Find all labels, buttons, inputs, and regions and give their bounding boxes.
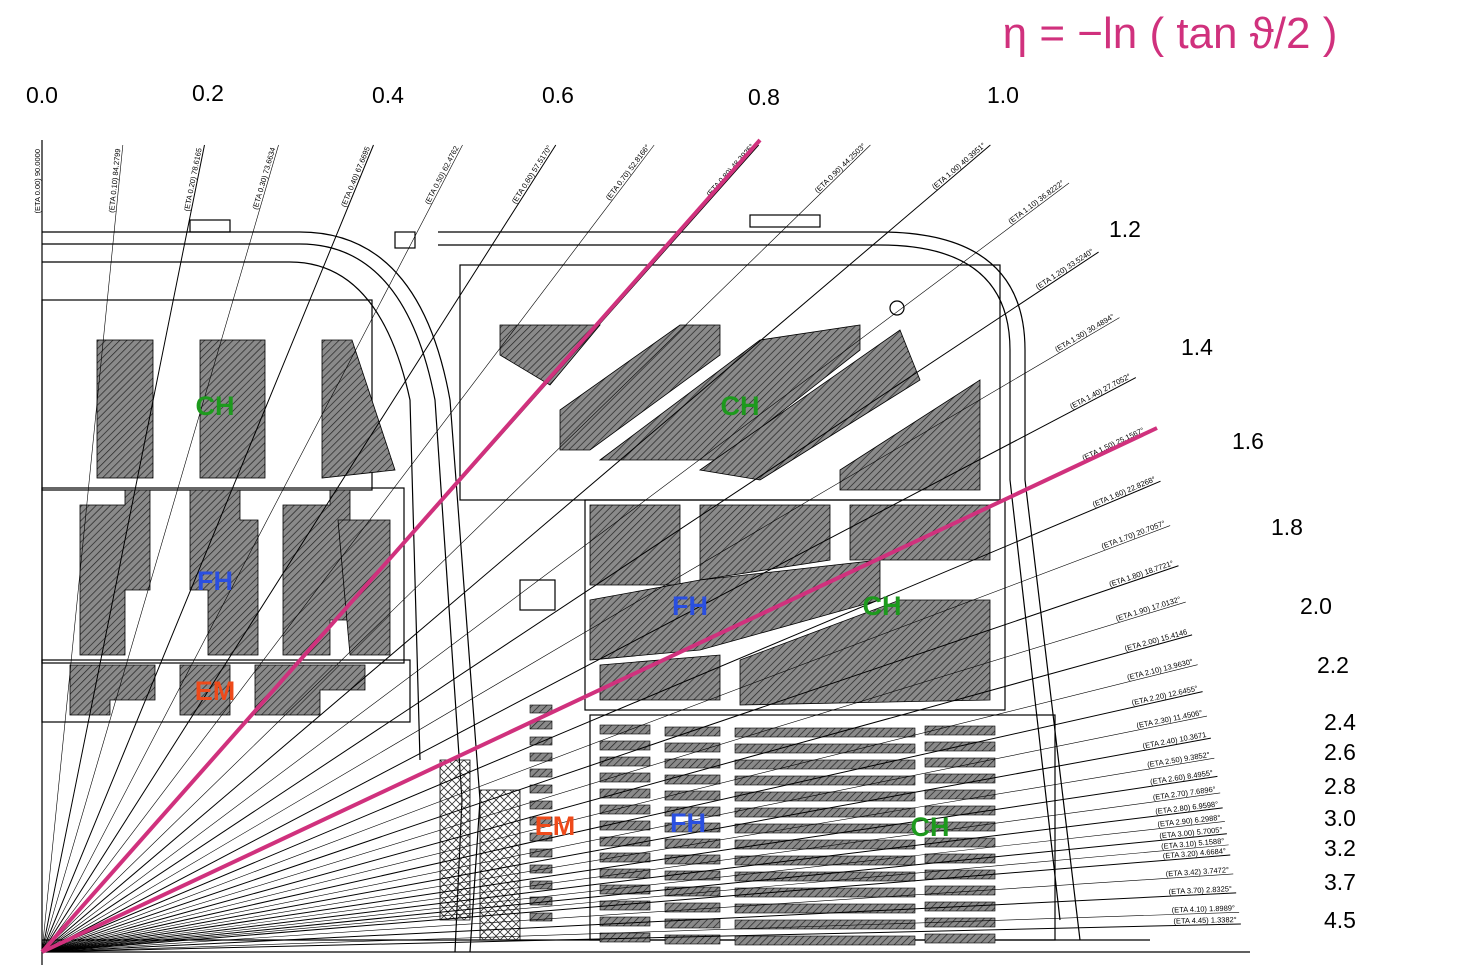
- region-label: CH: [911, 812, 950, 842]
- eta-line-label: (ETA 1.50) 25.1567°: [1081, 426, 1146, 463]
- layer: [530, 865, 552, 873]
- eta-scale-label: 3.2: [1324, 835, 1356, 861]
- layer: [735, 888, 915, 897]
- eta-scale-label: 4.5: [1324, 907, 1356, 933]
- layer: [600, 741, 650, 750]
- region-label: CH: [863, 591, 902, 621]
- layer: [735, 904, 915, 913]
- eta-line: [42, 924, 1241, 952]
- eta-line-label: (ETA 0.30) 73.6634: [251, 146, 278, 210]
- region-label: CH: [721, 391, 760, 421]
- layer: [735, 920, 915, 929]
- layer: [735, 760, 915, 769]
- eta-line-label: (ETA 0.20) 78.6165: [182, 147, 204, 212]
- eta-line-label: (ETA 2.60) 8.4955°: [1150, 768, 1214, 786]
- eta-line-label: (ETA 1.70) 20.7057°: [1100, 519, 1166, 551]
- eta-scale-label: 2.0: [1300, 593, 1332, 619]
- eta-line-label: (ETA 2.40) 10.3671: [1142, 730, 1207, 750]
- eta-scale-label: 3.0: [1324, 805, 1356, 831]
- layer: [665, 775, 720, 784]
- eta-scale-label: 3.7: [1324, 869, 1356, 895]
- eta-scale-label: 2.6: [1324, 739, 1356, 765]
- eta-scale-label: 1.2: [1109, 216, 1141, 242]
- eta-scale-label: 0.0: [26, 82, 58, 108]
- eta-line-label: (ETA 1.00) 40.3951°: [930, 141, 987, 192]
- eta-line-label: (ETA 1.10) 36.8222°: [1006, 178, 1065, 226]
- layer: [530, 785, 552, 793]
- layer: [530, 881, 552, 889]
- eta-line-label: (ETA 0.90) 44.2503°: [813, 141, 868, 195]
- eta-line-label: (ETA 1.20) 33.5240°: [1034, 247, 1095, 292]
- eta-line-label: (ETA 1.30) 30.4894°: [1053, 312, 1116, 354]
- eta-scale-label: 0.4: [372, 82, 404, 108]
- region-label: EM: [195, 676, 236, 706]
- eta-line-label: (ETA 1.40) 27.7052°: [1068, 371, 1132, 410]
- eta-line-label: (ETA 0.10) 84.2799: [107, 148, 122, 213]
- eta-scale-label: 2.4: [1324, 709, 1356, 735]
- eta-scale-label: 1.8: [1271, 514, 1303, 540]
- layer: [735, 744, 915, 753]
- eta-line-label: (ETA 0.60) 57.5170°: [510, 144, 554, 206]
- layer: [735, 808, 915, 817]
- formula: η = −ln ( tan ϑ/2 ): [1003, 9, 1338, 58]
- eta-line-label: (ETA 4.45) 1.3382°: [1173, 915, 1237, 925]
- eta-scale-label: 1.4: [1181, 334, 1213, 360]
- eta-line-label: (ETA 2.70) 7.6896°: [1152, 785, 1216, 802]
- layer: [665, 743, 720, 752]
- diagram: (ETA 0.00) 90.0000 (ETA 0.10) 84.2799 (ETA…: [0, 0, 1482, 972]
- layer: [665, 759, 720, 768]
- layer: [925, 854, 995, 863]
- layer: [600, 805, 650, 814]
- layer: [600, 853, 650, 862]
- eta-line-label: (ETA 0.40) 67.6695: [339, 145, 372, 208]
- region-label: CH: [196, 391, 235, 421]
- layer: [925, 790, 995, 799]
- layer: [600, 757, 650, 766]
- layer: [600, 789, 650, 798]
- eta-scale-label: 2.2: [1317, 652, 1349, 678]
- region-label: FH: [672, 591, 708, 621]
- layer: [735, 936, 915, 945]
- eta-line-label: (ETA 3.70) 2.8325°: [1168, 884, 1232, 896]
- eta-line-label: (ETA 1.80) 18.7721°: [1108, 558, 1175, 588]
- eta-line-label: (ETA 0.50) 62.4762: [423, 144, 461, 205]
- layer: [925, 934, 995, 943]
- eta-line-label: (ETA 2.10) 13.9630°: [1126, 657, 1194, 682]
- eta-scale-label: 0.6: [542, 82, 574, 108]
- eta-line-label: (ETA 0.00) 90.0000: [33, 149, 42, 214]
- region-label: EM: [535, 811, 576, 841]
- layer: [925, 758, 995, 767]
- layer: [665, 839, 720, 848]
- eta-line-label: (ETA 1.90) 17.0132°: [1115, 595, 1182, 623]
- layer: [600, 773, 650, 782]
- layer: [530, 753, 552, 761]
- layer: [665, 855, 720, 864]
- eta-line-label: (ETA 1.60) 22.8268°: [1091, 474, 1157, 508]
- region-label: FH: [197, 566, 233, 596]
- layer: [665, 791, 720, 800]
- layer: [925, 774, 995, 783]
- layer: [600, 725, 650, 734]
- region-label: FH: [670, 808, 706, 838]
- layer: [600, 837, 650, 846]
- layer: [530, 801, 552, 809]
- eta-line: [42, 145, 204, 952]
- layer: [600, 917, 650, 926]
- eta-scale-label: 0.2: [192, 80, 224, 106]
- eta-line-label: (ETA 2.00) 15.4146: [1124, 627, 1189, 653]
- eta-line-label: (ETA 2.50) 9.3852°: [1146, 750, 1210, 769]
- eta-scale-label: 1.0: [987, 82, 1019, 108]
- layer: [530, 849, 552, 857]
- layer: [665, 727, 720, 736]
- eta-scale-label: 0.8: [748, 84, 780, 110]
- eta-scale-label: 2.8: [1324, 773, 1356, 799]
- layer: [925, 726, 995, 735]
- eta-line-label: (ETA 2.20) 12.6455°: [1131, 684, 1199, 708]
- eta-scale-label: 1.6: [1232, 428, 1264, 454]
- eta-line-label: (ETA 0.70) 52.8166°: [604, 143, 652, 202]
- layer: [530, 769, 552, 777]
